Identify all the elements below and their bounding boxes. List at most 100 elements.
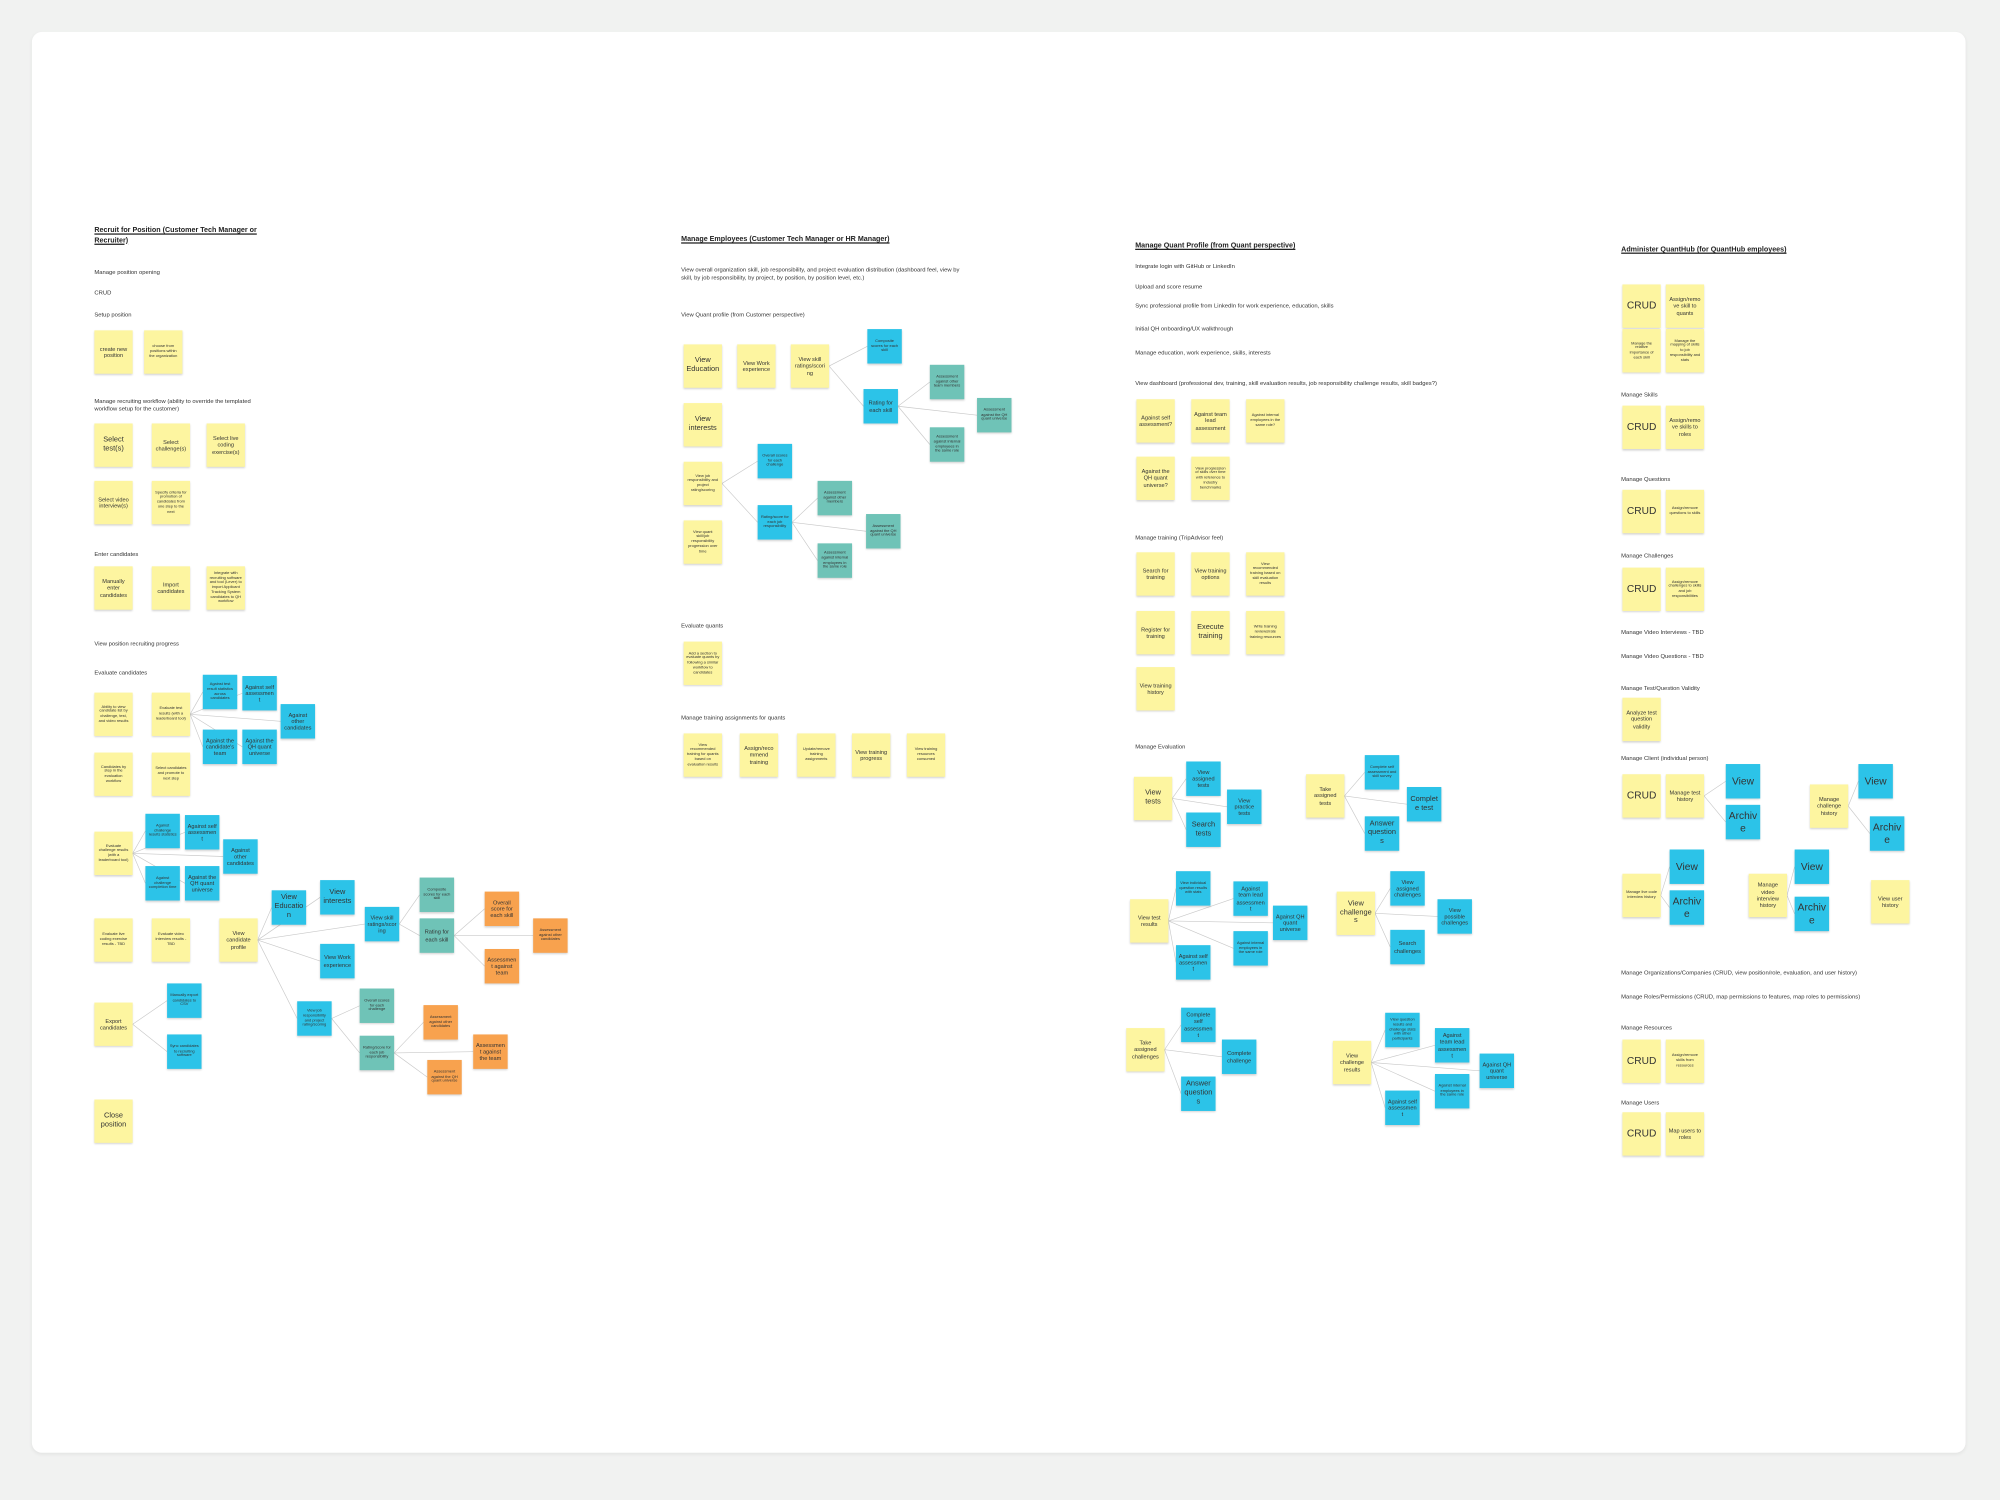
- sticky-note: View Education: [271, 890, 307, 925]
- connector: [828, 365, 864, 407]
- sticky-note: View interests: [320, 880, 355, 915]
- sticky-note: Assign/remove skills to roles: [1665, 405, 1705, 449]
- sticky-note: View challenge results: [1332, 1040, 1372, 1085]
- sticky-note: Assessment against other team members: [929, 364, 965, 400]
- connector: [1703, 780, 1726, 797]
- connector: [331, 1018, 360, 1054]
- sticky-note: Against self assessment: [1385, 1090, 1420, 1125]
- connector: [453, 935, 485, 967]
- sticky-note: Assessment against other candidates: [423, 1005, 458, 1040]
- sticky-note: Close position: [94, 1099, 133, 1143]
- sticky-note: View challenges: [1336, 891, 1375, 935]
- sticky-note: Manage challenge history: [1809, 784, 1849, 828]
- sticky-note: Ability to view candidate list by challe…: [94, 692, 133, 736]
- sticky-note: Manage the mapping of skills to job resp…: [1665, 329, 1705, 373]
- section-label: View dashboard (professional dev, traini…: [1135, 380, 1437, 387]
- connector: [398, 894, 420, 925]
- connector: [399, 923, 420, 936]
- sticky-note: Evaluate live coding exercise results - …: [94, 918, 133, 962]
- connector: [132, 830, 146, 854]
- connector: [1370, 1029, 1386, 1063]
- connector: [1703, 795, 1727, 823]
- connector: [132, 1023, 168, 1052]
- sticky-note: Integrate with recruiting software and t…: [206, 566, 245, 610]
- sticky-note: CRUD: [1622, 284, 1661, 328]
- connector: [791, 522, 818, 561]
- sticky-note: Select live coding exercise(s): [206, 423, 245, 467]
- connector: [721, 483, 758, 523]
- sticky-note: Manage video interview history: [1748, 873, 1787, 918]
- section-label: Manage recruiting workflow (ability to o…: [94, 397, 251, 412]
- section-label: Enter candidates: [94, 551, 139, 558]
- sticky-note: Archive: [1725, 804, 1761, 840]
- connector: [1168, 920, 1273, 924]
- sticky-note: View recommended training for quants bas…: [683, 733, 722, 777]
- section-label: Manage Evaluation: [1135, 743, 1186, 750]
- sticky-note: View job responsibility and project rati…: [297, 1001, 332, 1036]
- sticky-note: Against the QH quant universe: [242, 729, 277, 765]
- connector: [257, 923, 365, 941]
- connector: [331, 1005, 360, 1019]
- section-label: Manage Users: [1621, 1099, 1660, 1106]
- sticky-note: Evaluate test results (with a leaderboar…: [151, 692, 191, 736]
- sticky-note: View recommended training based on skill…: [1246, 552, 1285, 596]
- sticky-note: Overall scores for each challenge: [757, 443, 793, 479]
- sticky-note: View candidate profile: [219, 918, 258, 962]
- sticky-note: Assessment against internal employees in…: [817, 543, 853, 578]
- sticky-note: Evaluate challenge results (with a leade…: [94, 831, 133, 875]
- sticky-note: Assessment against team: [484, 948, 520, 984]
- canvas-frame: [31, 31, 1966, 1453]
- sticky-note: Against team lead assessment: [1191, 399, 1230, 443]
- connector: [1344, 772, 1366, 797]
- connector: [1164, 1049, 1182, 1094]
- connector: [1371, 1044, 1436, 1063]
- sticky-note: View: [1725, 764, 1761, 799]
- connector: [257, 939, 321, 962]
- sticky-note: Against other candidates: [280, 704, 316, 739]
- sticky-note: Manually export candidates to CSV: [167, 983, 202, 1018]
- section-label: Initial QH onboarding/UX walkthrough: [1135, 325, 1234, 332]
- sticky-note: CRUD: [1622, 1112, 1661, 1156]
- section-label: Manage education, work experience, skill…: [1135, 349, 1271, 356]
- sticky-note: Manually enter candidates: [94, 566, 133, 610]
- sticky-note: View skill ratings/scoring: [364, 906, 400, 942]
- connector: [1370, 1062, 1386, 1108]
- sticky-note: Against self assessment: [184, 815, 220, 850]
- sticky-note: Against self assessment: [242, 676, 277, 711]
- sticky-note: Import candidates: [151, 566, 191, 610]
- sticky-note: View training options: [1191, 552, 1230, 596]
- sticky-note: Against internal employees in the same r…: [1246, 399, 1285, 443]
- sticky-note: View individual question results with st…: [1176, 871, 1211, 906]
- section-label: Evaluate quants: [681, 622, 724, 629]
- sticky-note: CRUD: [1622, 774, 1661, 818]
- sticky-note: Against team lead assessment: [1434, 1028, 1470, 1063]
- connector: [1168, 888, 1177, 921]
- section-title: Administer QuantHub (for QuantHub employ…: [1621, 246, 1787, 254]
- connector: [1171, 798, 1187, 830]
- sticky-note: Answer questions: [1364, 816, 1400, 851]
- sticky-note: Against team lead assessment: [1233, 881, 1268, 916]
- sticky-note: Select test(s): [94, 423, 133, 467]
- section-label: Manage Resources: [1621, 1024, 1672, 1031]
- connector: [721, 460, 758, 484]
- sticky-note: Rating/score for each job responsibility: [359, 1035, 395, 1071]
- section-label: Upload and score resume: [1135, 283, 1203, 290]
- sticky-note: Evaluate video interview results - TBD: [151, 918, 191, 962]
- sticky-note: Write training reviews/rate training res…: [1246, 610, 1285, 655]
- sticky-note: CRUD: [1622, 489, 1661, 534]
- sticky-note: Analyze test question validity: [1622, 697, 1661, 742]
- section-label: Integrate login with GitHub or LinkedIn: [1135, 262, 1235, 270]
- section-label: Manage Skills: [1621, 391, 1658, 398]
- sticky-note: Against the QH quant universe: [184, 866, 220, 901]
- sticky-note: Take assigned tests: [1306, 774, 1345, 818]
- sticky-note: Against test result statistics across ca…: [202, 674, 238, 710]
- sticky-note: Select challenge(s): [151, 423, 191, 467]
- section-label: Manage Test/Question Validity: [1621, 684, 1700, 692]
- sticky-note: Against QH quant universe: [1479, 1053, 1515, 1089]
- sticky-note: Assessment against the QH quant universe: [977, 397, 1012, 433]
- sticky-note: View training resources consumed: [906, 733, 946, 777]
- sticky-note: View: [1858, 764, 1893, 799]
- connector: [1374, 888, 1391, 914]
- sticky-note: Export candidates: [94, 1002, 133, 1046]
- sticky-note: View Education: [683, 344, 722, 388]
